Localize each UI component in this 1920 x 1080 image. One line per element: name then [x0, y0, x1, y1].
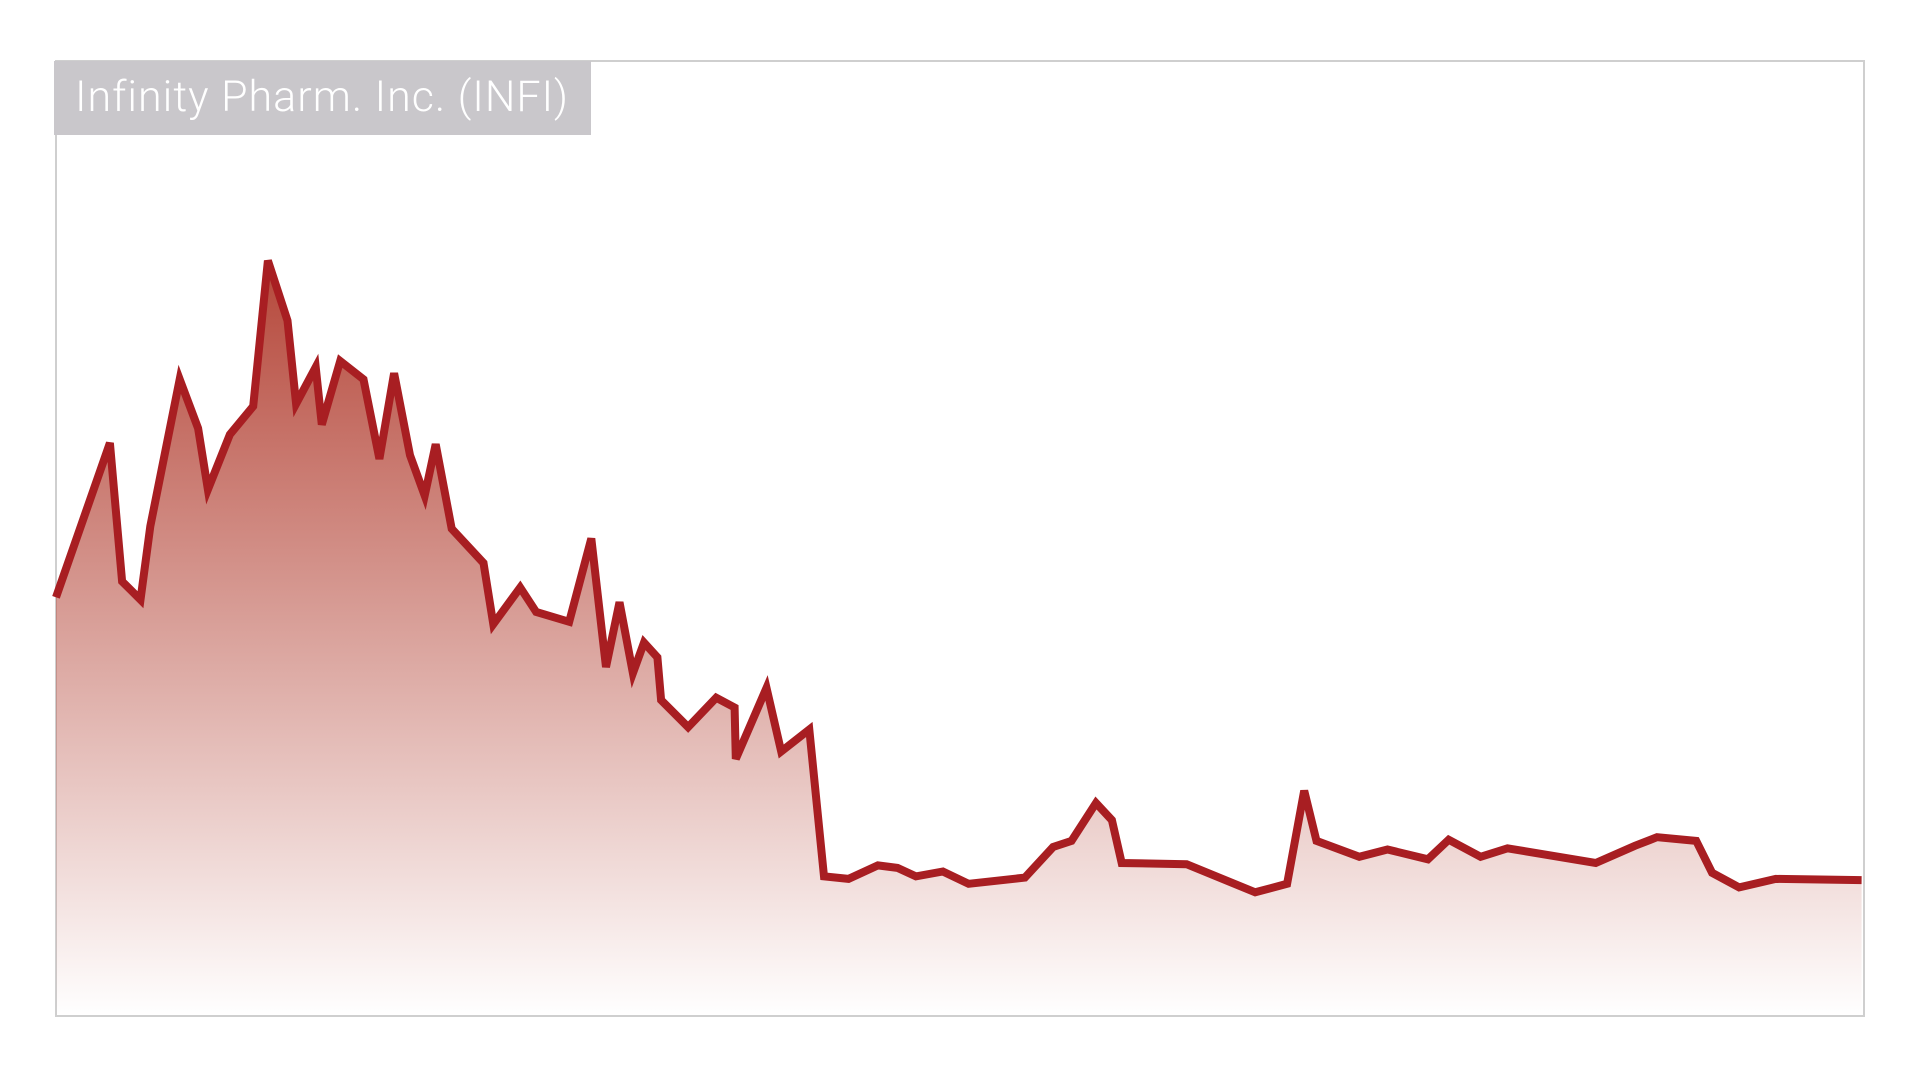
price-line — [52, 259, 1862, 897]
title-box — [54, 61, 591, 135]
chart-title: Infinity Pharm. Inc. (INFI) — [75, 72, 569, 122]
area-fill — [56, 260, 1862, 1017]
